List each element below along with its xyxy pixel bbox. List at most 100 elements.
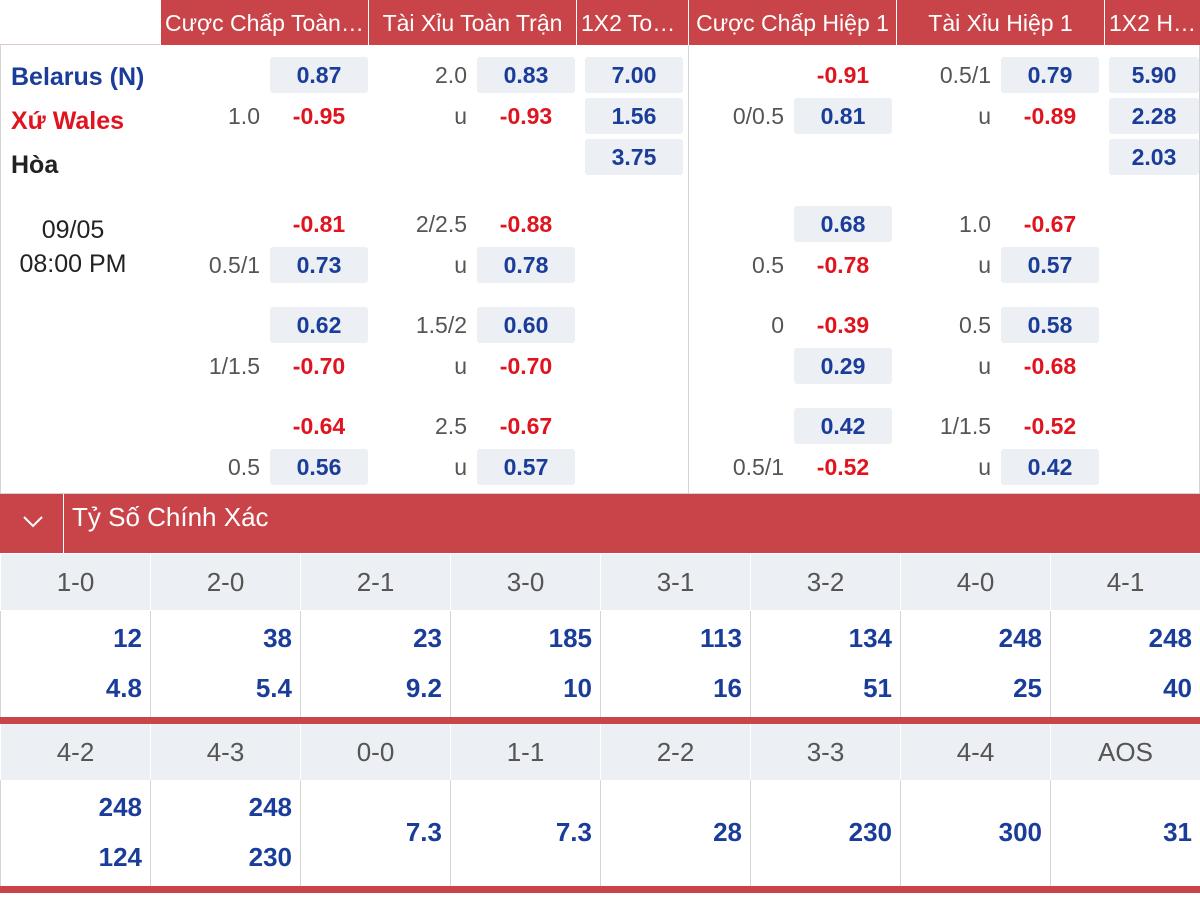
over-odds[interactable]: -0.88 <box>499 211 553 237</box>
score-odds-value[interactable]: 248 <box>98 792 142 822</box>
score-odds-value[interactable]: 16 <box>713 673 742 703</box>
score-odds-cell[interactable]: 230 <box>750 780 900 886</box>
handicap-away-odds[interactable]: -0.78 <box>816 252 870 278</box>
score-odds-value[interactable]: 10 <box>563 673 592 703</box>
correct-score-header[interactable]: Tỷ Số Chính Xác <box>0 494 1200 553</box>
handicap-home-odds[interactable]: -0.64 <box>292 413 346 439</box>
handicap-away-odds[interactable]: 0.81 <box>794 98 892 134</box>
over-under-line: 1.0 <box>959 211 991 237</box>
score-odds-value[interactable]: 134 <box>848 623 892 653</box>
under-label: u <box>978 103 991 129</box>
score-odds-value[interactable]: 230 <box>248 842 292 872</box>
score-label: 4-2 <box>0 724 150 780</box>
under-odds[interactable]: -0.93 <box>499 103 553 129</box>
handicap-home-odds[interactable]: -0.91 <box>816 62 870 88</box>
score-odds-cell[interactable]: 12 4.8 <box>0 611 150 717</box>
handicap-home-odds[interactable]: 0.62 <box>270 307 368 343</box>
score-odds-value[interactable]: 230 <box>848 817 892 847</box>
chevron-down-icon <box>23 516 43 528</box>
score-odds-value[interactable]: 113 <box>700 623 742 653</box>
handicap-home-odds[interactable]: 0.68 <box>794 206 892 242</box>
under-odds[interactable]: 0.42 <box>1001 449 1099 485</box>
score-odds-value[interactable]: 9.2 <box>405 673 442 703</box>
score-odds-cell[interactable]: 31 <box>1050 780 1200 886</box>
bottom-divider <box>0 886 1200 893</box>
full-time-panel: Belarus (N) Xứ Wales Hòa 09/05 08:00 PM … <box>0 45 689 494</box>
x12-draw-odds[interactable]: 3.75 <box>585 139 683 175</box>
score-odds-cell[interactable]: 248 230 <box>150 780 300 886</box>
over-odds[interactable]: 0.60 <box>477 307 575 343</box>
score-odds-value[interactable]: 248 <box>248 792 292 822</box>
header-over-under-1h[interactable]: Tài Xỉu Hiệp 1 <box>896 0 1104 45</box>
over-odds[interactable]: -0.67 <box>1023 211 1077 237</box>
handicap-line: 0.5/1 <box>208 252 260 278</box>
score-odds-cell[interactable]: 300 <box>900 780 1050 886</box>
score-odds-value[interactable]: 12 <box>113 623 142 653</box>
header-1x2-ft[interactable]: 1X2 Toà... <box>576 0 688 45</box>
over-odds[interactable]: 0.83 <box>477 57 575 93</box>
handicap-away-odds[interactable]: 0.73 <box>270 247 368 283</box>
x12-draw-odds[interactable]: 2.03 <box>1109 139 1199 175</box>
header-handicap-ft[interactable]: Cược Chấp Toàn ... <box>160 0 368 45</box>
over-odds[interactable]: 0.79 <box>1001 57 1099 93</box>
score-odds-value[interactable]: 7.3 <box>555 817 592 847</box>
score-odds-value[interactable]: 248 <box>1148 623 1192 653</box>
over-odds[interactable]: -0.52 <box>1023 413 1077 439</box>
score-odds-value[interactable]: 28 <box>713 817 742 847</box>
handicap-away-odds[interactable]: -0.70 <box>292 353 346 379</box>
x12-home-odds[interactable]: 5.90 <box>1109 57 1199 93</box>
collapse-toggle[interactable] <box>0 494 64 553</box>
score-odds-value[interactable]: 23 <box>413 623 442 653</box>
under-odds[interactable]: 0.57 <box>1001 247 1099 283</box>
handicap-home-odds[interactable]: 0.42 <box>794 408 892 444</box>
over-odds[interactable]: -0.67 <box>499 413 553 439</box>
under-odds[interactable]: -0.70 <box>499 353 553 379</box>
handicap-away-odds[interactable]: 0.29 <box>794 348 892 384</box>
score-odds-cell[interactable]: 185 10 <box>450 611 600 717</box>
handicap-home-odds[interactable]: -0.39 <box>816 312 870 338</box>
score-odds-cell[interactable]: 113 16 <box>600 611 750 717</box>
score-odds-value[interactable]: 51 <box>863 673 892 703</box>
score-odds-value[interactable]: 31 <box>1163 817 1192 847</box>
over-under-line: 2.0 <box>435 62 467 88</box>
under-odds[interactable]: -0.68 <box>1023 353 1077 379</box>
handicap-home-odds[interactable]: 0.87 <box>270 57 368 93</box>
over-odds[interactable]: 0.58 <box>1001 307 1099 343</box>
score-odds-value[interactable]: 185 <box>548 623 592 653</box>
under-odds[interactable]: -0.89 <box>1023 103 1077 129</box>
x12-home-odds[interactable]: 7.00 <box>585 57 683 93</box>
score-odds-cell[interactable]: 7.3 <box>300 780 450 886</box>
handicap-line: 1.0 <box>228 103 260 129</box>
handicap-away-odds[interactable]: 0.56 <box>270 449 368 485</box>
score-odds-value[interactable]: 4.8 <box>105 673 142 703</box>
score-odds-cell[interactable]: 248 124 <box>0 780 150 886</box>
score-odds-cell[interactable]: 7.3 <box>450 780 600 886</box>
score-odds-cell[interactable]: 248 40 <box>1050 611 1200 717</box>
score-odds-value[interactable]: 248 <box>998 623 1042 653</box>
score-label: 4-3 <box>150 724 300 780</box>
under-odds[interactable]: 0.78 <box>477 247 575 283</box>
score-odds-value[interactable]: 7.3 <box>405 817 442 847</box>
score-odds-cell[interactable]: 248 25 <box>900 611 1050 717</box>
score-odds-cell[interactable]: 23 9.2 <box>300 611 450 717</box>
handicap-away-odds[interactable]: -0.95 <box>292 103 346 129</box>
score-odds-value[interactable]: 300 <box>998 817 1042 847</box>
score-odds-value[interactable]: 5.4 <box>255 673 292 703</box>
header-handicap-1h[interactable]: Cược Chấp Hiệp 1 <box>688 0 896 45</box>
score-odds-value[interactable]: 25 <box>1013 673 1042 703</box>
under-odds[interactable]: 0.57 <box>477 449 575 485</box>
score-odds-cell[interactable]: 134 51 <box>750 611 900 717</box>
handicap-home-odds[interactable]: -0.81 <box>292 211 346 237</box>
row-divider <box>0 717 1200 724</box>
score-odds-cell[interactable]: 38 5.4 <box>150 611 300 717</box>
score-odds-value[interactable]: 38 <box>263 623 292 653</box>
header-over-under-ft[interactable]: Tài Xỉu Toàn Trận <box>368 0 576 45</box>
score-odds-value[interactable]: 124 <box>98 842 142 872</box>
score-odds-cell[interactable]: 28 <box>600 780 750 886</box>
x12-away-odds[interactable]: 1.56 <box>585 98 683 134</box>
header-1x2-1h[interactable]: 1X2 Hiệ... <box>1104 0 1200 45</box>
score-odds-value[interactable]: 40 <box>1163 673 1192 703</box>
handicap-away-odds[interactable]: -0.52 <box>816 454 870 480</box>
x12-away-odds[interactable]: 2.28 <box>1109 98 1199 134</box>
score-label: 2-2 <box>600 724 750 780</box>
